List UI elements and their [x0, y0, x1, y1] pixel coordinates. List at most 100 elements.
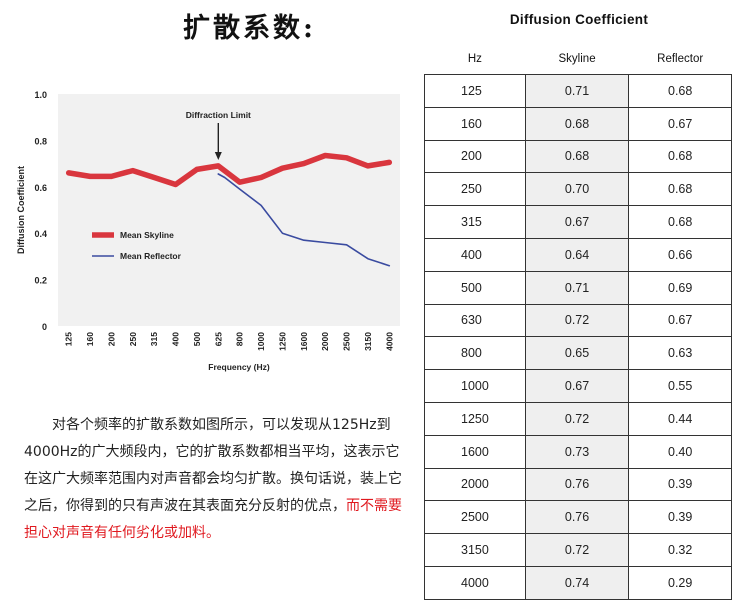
diffusion-chart: 0 0.2 0.4 0.6 0.8 1.0 125 160 200 250 315 400 500 625… [10, 76, 410, 376]
header-hz: Hz [467, 52, 482, 65]
x-tick-label: 500 [192, 332, 202, 346]
cell-hz: 4000 [424, 565, 526, 600]
table-row: 4000 0.74 0.29 [424, 565, 732, 600]
table-row: 125 0.71 0.68 [424, 74, 732, 108]
cell-skyline: 0.64 [524, 237, 630, 272]
cell-skyline: 0.68 [524, 106, 630, 141]
cell-reflector: 0.44 [628, 401, 732, 436]
cell-reflector: 0.67 [628, 106, 732, 141]
page-title: 扩散系数: [183, 13, 316, 44]
cell-skyline: 0.65 [524, 336, 630, 371]
x-tick-label: 125 [64, 332, 74, 346]
y-tick-label: 0.6 [34, 183, 47, 193]
x-tick-label: 315 [149, 332, 159, 346]
y-axis-label: Diffusion Coefficient [16, 166, 26, 254]
cell-reflector: 0.67 [628, 303, 732, 338]
header-reflector: Reflector [657, 52, 704, 65]
table-row: 2000 0.76 0.39 [424, 467, 732, 502]
cell-reflector: 0.69 [628, 270, 732, 305]
x-tick-label: 400 [171, 332, 181, 346]
cell-hz: 3150 [424, 533, 526, 567]
y-tick-label: 0.2 [34, 276, 47, 286]
cell-skyline: 0.76 [524, 467, 630, 502]
cell-hz: 630 [424, 303, 526, 338]
cell-hz: 500 [424, 270, 526, 305]
table-row: 1600 0.73 0.40 [424, 434, 732, 469]
table-row: 400 0.64 0.66 [424, 237, 732, 272]
table-row: 630 0.72 0.67 [424, 303, 732, 338]
table-row: 800 0.65 0.63 [424, 336, 732, 371]
y-tick-label: 0.8 [34, 136, 47, 146]
x-tick-label: 1000 [256, 332, 266, 351]
cell-reflector: 0.39 [628, 500, 732, 535]
cell-reflector: 0.63 [628, 336, 732, 371]
cell-hz: 1000 [424, 369, 526, 403]
cell-hz: 1250 [424, 401, 526, 436]
x-tick-label: 2500 [342, 332, 352, 351]
cell-reflector: 0.68 [628, 74, 732, 108]
x-tick-label: 250 [128, 332, 138, 346]
cell-skyline: 0.72 [524, 401, 630, 436]
header-skyline: Skyline [558, 52, 596, 65]
table-row: 250 0.70 0.68 [424, 172, 732, 207]
cell-hz: 800 [424, 336, 526, 371]
cell-hz: 200 [424, 139, 526, 174]
table-row: 1250 0.72 0.44 [424, 401, 732, 436]
cell-hz: 160 [424, 106, 526, 141]
x-tick-label: 625 [213, 332, 223, 346]
cell-skyline: 0.68 [524, 139, 630, 174]
table-row: 160 0.68 0.67 [424, 106, 732, 141]
y-tick-label: 0 [42, 322, 47, 332]
cell-skyline: 0.72 [524, 303, 630, 338]
cell-reflector: 0.66 [628, 237, 732, 272]
coefficient-table: Hz Skyline Reflector 125 0.71 0.68 160 0.68 0… [424, 43, 732, 600]
cell-hz: 1600 [424, 434, 526, 469]
series-line-skyline [65, 152, 393, 188]
cell-skyline: 0.71 [524, 270, 630, 305]
table-row: 315 0.67 0.68 [424, 205, 732, 239]
x-tick-label: 1600 [299, 332, 309, 351]
cell-reflector: 0.55 [628, 369, 732, 403]
legend-label: Mean Skyline [120, 230, 174, 240]
cell-hz: 2000 [424, 467, 526, 502]
cell-reflector: 0.32 [628, 533, 732, 567]
table-row: 200 0.68 0.68 [424, 139, 732, 174]
x-tick-label: 800 [235, 332, 245, 346]
table-body: 125 0.71 0.68 160 0.68 0.67 200 0.68 0.68 250 0.70… [424, 74, 732, 600]
cell-reflector: 0.29 [628, 565, 732, 600]
cell-hz: 2500 [424, 500, 526, 535]
cell-reflector: 0.68 [628, 172, 732, 207]
description-highlight: 而不需要担心对声音有任何劣化或加料。 [24, 498, 402, 541]
cell-hz: 125 [424, 74, 526, 108]
cell-hz: 400 [424, 237, 526, 272]
cell-skyline: 0.67 [524, 205, 630, 239]
table-row: 3150 0.72 0.32 [424, 533, 732, 567]
legend-label: Mean Reflector [120, 251, 182, 261]
x-tick-label: 2000 [320, 332, 330, 351]
chart-svg: 0 0.2 0.4 0.6 0.8 1.0 125 160 200 250 315 400 500 625… [16, 90, 400, 372]
table-title: Diffusion Coefficient [509, 12, 649, 27]
cell-skyline: 0.76 [524, 500, 630, 535]
cell-reflector: 0.40 [628, 434, 732, 469]
cell-skyline: 0.72 [524, 533, 630, 567]
cell-skyline: 0.70 [524, 172, 630, 207]
annotation-label: Diffraction Limit [186, 110, 251, 120]
x-tick-label: 1250 [277, 332, 287, 351]
series-line-reflector [217, 173, 391, 267]
cell-hz: 315 [424, 205, 526, 239]
y-tick-label: 0.4 [34, 229, 47, 239]
cell-skyline: 0.73 [524, 434, 630, 469]
description-paragraph: 对各个频率的扩散系数如图所示，可以发现从125Hz到4000Hz的广大频段内，它… [24, 412, 412, 547]
cell-reflector: 0.39 [628, 467, 732, 502]
cell-reflector: 0.68 [628, 205, 732, 239]
x-axis-label: Frequency (Hz) [208, 362, 270, 372]
description-text: 对各个频率的扩散系数如图所示，可以发现从125Hz到4000Hz的广大频段内，它… [24, 417, 402, 514]
table-row: 1000 0.67 0.55 [424, 369, 732, 403]
cell-reflector: 0.68 [628, 139, 732, 174]
x-tick-label: 4000 [384, 332, 394, 351]
cell-skyline: 0.67 [524, 369, 630, 403]
y-tick-label: 1.0 [34, 90, 47, 100]
cell-skyline: 0.71 [524, 74, 630, 108]
x-tick-label: 3150 [363, 332, 373, 351]
plot-area [58, 94, 400, 326]
